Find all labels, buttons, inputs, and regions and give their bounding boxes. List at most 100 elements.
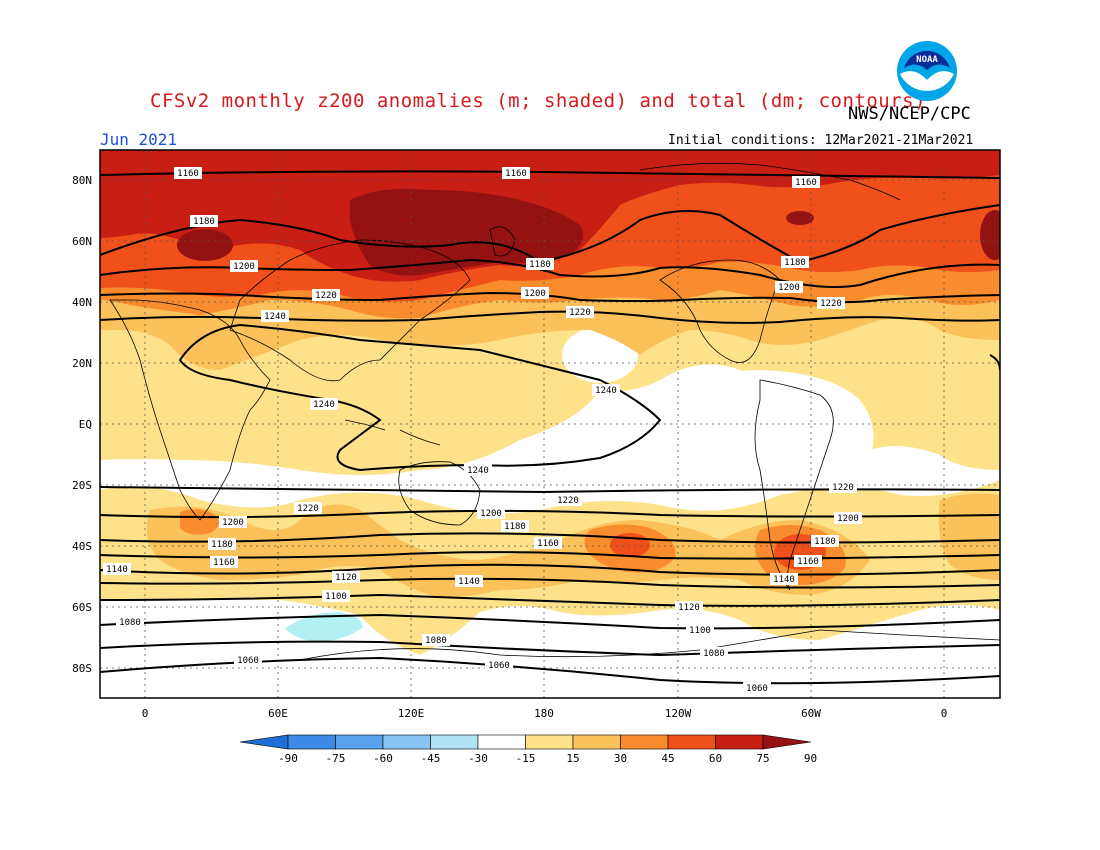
contour-label: 1120 bbox=[675, 601, 703, 613]
longitude-labels: 0 60E 120E 180 120W 60W 0 bbox=[142, 707, 948, 720]
height-contours bbox=[100, 170, 1000, 685]
contour-label: 1220 bbox=[294, 502, 322, 514]
svg-text:1100: 1100 bbox=[325, 592, 347, 602]
contour-label: 1240 bbox=[464, 464, 492, 476]
svg-text:1180: 1180 bbox=[814, 537, 836, 547]
svg-text:1080: 1080 bbox=[703, 649, 725, 659]
contour-label: 1220 bbox=[554, 494, 582, 506]
colorbar-label: -90 bbox=[278, 752, 298, 765]
svg-text:1140: 1140 bbox=[773, 575, 795, 585]
contour-label: 1220 bbox=[566, 306, 594, 318]
lon-label: 0 bbox=[941, 707, 948, 720]
lat-label: 40S bbox=[72, 540, 92, 553]
svg-text:1200: 1200 bbox=[524, 289, 546, 299]
lon-label: 180 bbox=[534, 707, 554, 720]
svg-text:1200: 1200 bbox=[480, 509, 502, 519]
lon-label: 60E bbox=[268, 707, 288, 720]
contour-label: 1120 bbox=[332, 571, 360, 583]
contour-label: 1200 bbox=[219, 516, 247, 528]
contour-label: 1160 bbox=[794, 555, 822, 567]
contour-label: 1060 bbox=[743, 682, 771, 694]
organization-label: NWS/NCEP/CPC bbox=[848, 104, 971, 124]
contour-label: 1180 bbox=[501, 520, 529, 532]
contour-label: 1160 bbox=[210, 556, 238, 568]
svg-text:1160: 1160 bbox=[505, 169, 527, 179]
anomaly-75-90-north bbox=[100, 150, 1000, 282]
anomaly-negative-southern-ocean bbox=[285, 612, 363, 642]
contour-label: 1200 bbox=[230, 260, 258, 272]
contour-label: 1080 bbox=[422, 634, 450, 646]
contour-label: 1200 bbox=[775, 281, 803, 293]
anomaly-white-pocket bbox=[562, 327, 638, 383]
colorbar-arrow-high bbox=[762, 734, 812, 750]
svg-text:1220: 1220 bbox=[557, 496, 579, 506]
lon-label: 120W bbox=[665, 707, 692, 720]
contour-label: 1240 bbox=[592, 384, 620, 396]
anomaly-90-arctic bbox=[786, 211, 814, 225]
contour-label: 1180 bbox=[811, 535, 839, 547]
svg-text:1140: 1140 bbox=[458, 577, 480, 587]
svg-text:1140: 1140 bbox=[106, 565, 128, 575]
contour-label: 1160 bbox=[174, 167, 202, 179]
svg-text:1080: 1080 bbox=[119, 618, 141, 628]
svg-text:1060: 1060 bbox=[746, 684, 768, 694]
svg-text:1180: 1180 bbox=[529, 260, 551, 270]
svg-text:1220: 1220 bbox=[315, 291, 337, 301]
colorbar-swatch bbox=[477, 734, 526, 750]
svg-text:1060: 1060 bbox=[488, 661, 510, 671]
contour-label: 1100 bbox=[322, 590, 350, 602]
colorbar-swatch bbox=[667, 734, 716, 750]
initial-conditions: Initial conditions: 12Mar2021-21Mar2021 bbox=[668, 133, 974, 148]
colorbar-label: -15 bbox=[516, 752, 536, 765]
contour-label: 1220 bbox=[829, 481, 857, 493]
latitude-labels: 80N 60N 40N 20N EQ 20S 40S 60S 80S bbox=[72, 174, 92, 675]
anomaly-shading bbox=[100, 150, 1000, 698]
svg-text:1160: 1160 bbox=[537, 539, 559, 549]
lon-label: 0 bbox=[142, 707, 149, 720]
contour-label: 1140 bbox=[455, 575, 483, 587]
anomaly-15-30-south bbox=[100, 480, 1000, 655]
svg-text:1160: 1160 bbox=[177, 169, 199, 179]
lon-label: 120E bbox=[398, 707, 425, 720]
svg-text:1240: 1240 bbox=[313, 400, 335, 410]
anomaly-white-south-america bbox=[600, 370, 927, 490]
contour-label: 1060 bbox=[234, 654, 262, 666]
contour-label: 1140 bbox=[770, 573, 798, 585]
colorbar-label: 45 bbox=[661, 752, 674, 765]
svg-text:1240: 1240 bbox=[595, 386, 617, 396]
logo-lettering: NOAA bbox=[916, 55, 938, 65]
contour-labels: 1160 1160 1160 1180 1180 1180 1200 1200 … bbox=[103, 167, 862, 694]
svg-text:1120: 1120 bbox=[678, 603, 700, 613]
svg-text:1240: 1240 bbox=[264, 312, 286, 322]
lat-label: 20S bbox=[72, 479, 92, 492]
colorbar-label: -75 bbox=[326, 752, 346, 765]
lat-label: 80S bbox=[72, 662, 92, 675]
contour-label: 1160 bbox=[534, 537, 562, 549]
anomaly-45-60-south-b bbox=[755, 525, 846, 585]
svg-text:1220: 1220 bbox=[832, 483, 854, 493]
anomaly-30-45-north bbox=[100, 150, 1000, 370]
svg-text:1200: 1200 bbox=[233, 262, 255, 272]
lat-label: 60S bbox=[72, 601, 92, 614]
lat-label: 60N bbox=[72, 235, 92, 248]
colorbar-label: 15 bbox=[566, 752, 579, 765]
colorbar-swatch bbox=[525, 734, 574, 750]
anomaly-15-30-north bbox=[100, 150, 1000, 475]
svg-text:1200: 1200 bbox=[778, 283, 800, 293]
anomaly-60-75-south-a bbox=[610, 533, 650, 557]
anomaly-90-east-edge bbox=[980, 210, 1000, 260]
anomaly-30-45-south bbox=[146, 504, 870, 597]
colorbar-swatch bbox=[620, 734, 669, 750]
svg-text:1080: 1080 bbox=[425, 636, 447, 646]
lat-label: 80N bbox=[72, 174, 92, 187]
anomaly-45-60-south-c bbox=[180, 509, 219, 535]
lon-label: 60W bbox=[801, 707, 821, 720]
contour-label: 1180 bbox=[526, 258, 554, 270]
contour-label: 1160 bbox=[502, 167, 530, 179]
colorbar-label: 30 bbox=[614, 752, 627, 765]
svg-text:1180: 1180 bbox=[211, 540, 233, 550]
contour-label: 1180 bbox=[208, 538, 236, 550]
map-title: CFSv2 monthly z200 anomalies (m; shaded)… bbox=[150, 90, 927, 112]
colorbar-label: -45 bbox=[421, 752, 441, 765]
